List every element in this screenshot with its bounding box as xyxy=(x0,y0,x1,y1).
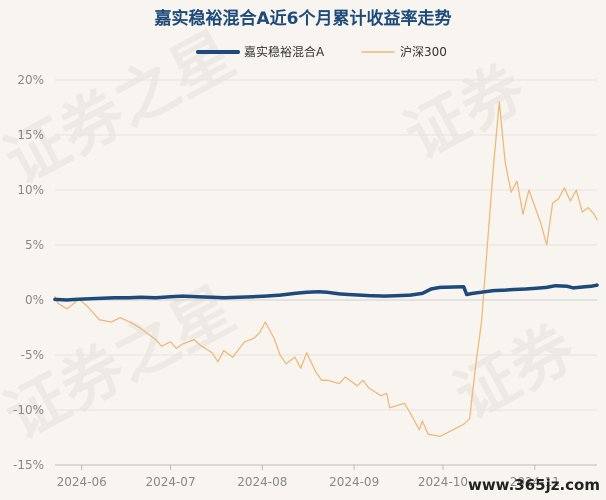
x-tick-label: 2024-10 xyxy=(418,475,468,489)
watermark-text: 证券 xyxy=(393,50,538,173)
y-tick-label: -10% xyxy=(13,403,44,417)
x-tick-label: 2024-11 xyxy=(510,475,560,489)
chart-title: 嘉实稳裕混合A近6个月累计收益率走势 xyxy=(154,8,452,29)
y-tick-label: 10% xyxy=(17,183,44,197)
site-watermark: www.365jz.com xyxy=(468,476,600,494)
y-tick-label: -15% xyxy=(13,458,44,472)
y-tick-label: 0% xyxy=(25,293,44,307)
series-line-fund xyxy=(53,283,599,302)
watermark-text: 证券 xyxy=(443,310,588,433)
y-axis: 20% 15% 10% 5% 0% -5% -10% -15% xyxy=(13,73,44,472)
x-tick-label: 2024-09 xyxy=(329,475,379,489)
series-line-hs300 xyxy=(54,101,598,438)
y-tick-label: 20% xyxy=(17,73,44,87)
x-tick-label: 2024-08 xyxy=(237,475,287,489)
legend-label: 嘉实稳裕混合A xyxy=(244,44,325,59)
y-tick-label: 15% xyxy=(17,128,44,142)
legend-label: 沪深300 xyxy=(400,45,447,59)
watermark-layer: 证券之星 证券 证券之星 证券 xyxy=(0,17,587,453)
y-tick-label: 5% xyxy=(25,238,44,252)
series-layer xyxy=(53,101,599,438)
x-tick-label: 2024-07 xyxy=(145,475,195,489)
x-tick-label: 2024-06 xyxy=(57,475,107,489)
y-tick-label: -5% xyxy=(21,348,44,362)
legend: 嘉实稳裕混合A 沪深300 xyxy=(196,44,447,59)
watermark-text: 证券之星 xyxy=(0,17,246,198)
x-axis: 2024-06 2024-07 2024-08 2024-09 2024-10 2024-… xyxy=(55,464,597,489)
